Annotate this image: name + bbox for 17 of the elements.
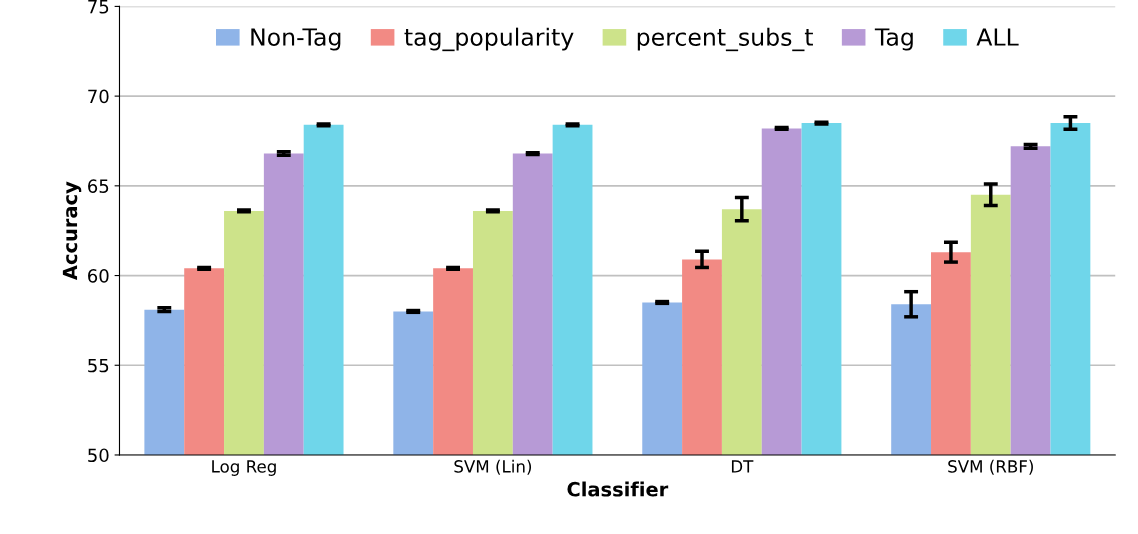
x-tick-label: SVM (Lin)	[454, 459, 532, 475]
legend-label: percent_subs_t	[637, 27, 813, 52]
y-tick-label: 65	[88, 179, 109, 193]
y-tick-label: 70	[88, 89, 109, 104]
x-tick-label: DT	[731, 460, 754, 473]
y-tick-label: 55	[88, 358, 109, 373]
legend-label: Non-Tag	[251, 28, 341, 51]
y-tick-label: 75	[88, 0, 109, 14]
y-tick-label: 50	[88, 448, 109, 463]
x-tick-label: Log Reg	[212, 460, 276, 476]
x-axis-title: Classifier	[567, 481, 669, 497]
y-tick-label: 60	[88, 269, 109, 283]
y-axis-title: Accuracy	[62, 181, 82, 281]
x-tick-label: SVM (RBF)	[948, 459, 1033, 475]
legend-label: ALL	[976, 28, 1019, 46]
legend-label: Tag	[874, 28, 913, 51]
legend-label: tag_popularity	[404, 27, 574, 52]
